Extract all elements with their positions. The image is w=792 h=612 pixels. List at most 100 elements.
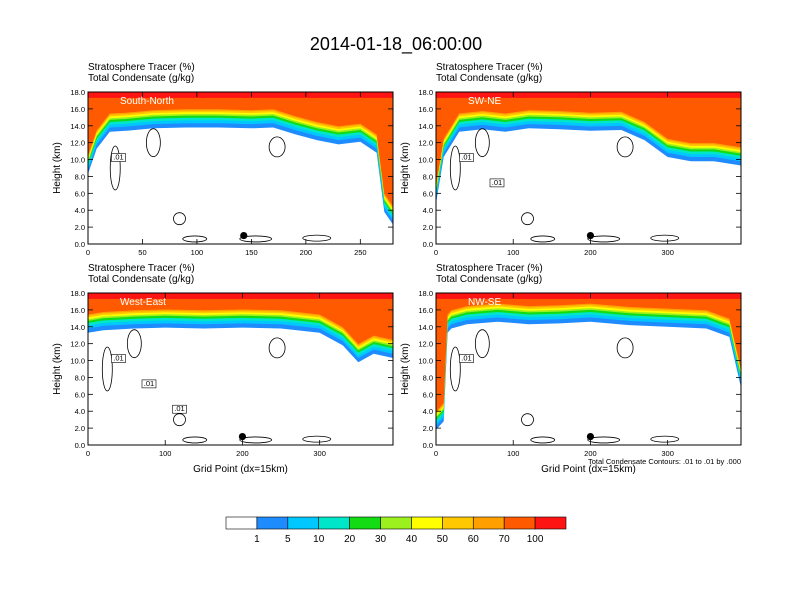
colorbar-box-2 [256, 516, 289, 530]
tracer-top-band [88, 293, 393, 299]
y-tick-label: 14.0 [418, 323, 433, 332]
condensate-contour-1 [101, 346, 113, 392]
x-tick-label: 0 [86, 449, 90, 458]
y-tick-label: 14.0 [70, 122, 85, 131]
condensate-contour-1 [109, 145, 121, 191]
condensate-contour-7 [173, 212, 186, 226]
contour-label-box [111, 153, 126, 162]
y-tick-label: 0.0 [423, 441, 433, 450]
x-axis-label: Grid Point (dx=15km) [193, 464, 288, 475]
panel-2: .01 .01 SW-NE Stratosphere Tracer (%)Total … [400, 62, 742, 257]
y-tick-label: 2.0 [75, 223, 85, 232]
header-line1: Stratosphere Tracer (%) [436, 62, 543, 73]
colorbar-box-8 [442, 516, 474, 530]
x-tick-label: 50 [138, 248, 146, 257]
contour-label-box [459, 153, 474, 162]
plot-frame [435, 91, 742, 245]
x-tick-label: 100 [507, 449, 520, 458]
panel-label: SW-NE [468, 96, 501, 107]
colorbar-label: 30 [375, 534, 387, 545]
x-axis-label: Grid Point (dx=15km) [541, 464, 636, 475]
y-tick-label: 10.0 [418, 357, 433, 366]
contour-label-box [459, 354, 474, 363]
panel-3: .01 .01 .01 West-East Stratosphere Tracer (%… [52, 263, 394, 475]
y-tick-label: 10.0 [70, 357, 85, 366]
tracer-top-band [88, 92, 393, 98]
colorbar-label: 5 [285, 534, 291, 545]
y-tick-label: 14.0 [418, 122, 433, 131]
y-tick-label: 6.0 [423, 390, 433, 399]
x-tick-label: 100 [159, 449, 172, 458]
x-tick-label: 300 [313, 449, 326, 458]
colorbar-label: 50 [437, 534, 449, 545]
y-tick-label: 14.0 [70, 323, 85, 332]
plot-area: .01 .01 SW-NE [436, 92, 741, 244]
location-marker [586, 432, 595, 441]
y-tick-label: 8.0 [75, 373, 85, 382]
colorbar-label: 60 [468, 534, 480, 545]
contour-label-box [489, 178, 505, 188]
y-axis-label: Height (km) [400, 142, 411, 194]
colorbar-label: 100 [527, 534, 544, 545]
y-tick-label: 8.0 [423, 373, 433, 382]
tracer-band-9 [88, 293, 393, 345]
y-tick-label: 8.0 [423, 172, 433, 181]
condensate-contour-7 [521, 212, 534, 226]
condensate-contour-3 [530, 235, 556, 243]
condensate-contour-6 [616, 136, 634, 158]
condensate-contour-5 [650, 234, 680, 242]
y-tick-label: 4.0 [75, 206, 85, 215]
condensate-contour-6 [616, 337, 634, 359]
y-tick-label: 4.0 [75, 407, 85, 416]
y-tick-label: 16.0 [70, 105, 85, 114]
plot-frame [435, 292, 742, 446]
plot-area: .01 .01 .01 West-East [88, 293, 393, 445]
y-tick-label: 16.0 [418, 306, 433, 315]
header-line1: Stratosphere Tracer (%) [88, 62, 195, 73]
y-tick-label: 6.0 [423, 189, 433, 198]
contour-label: .01 [144, 379, 154, 388]
colorbar-box-5 [349, 516, 381, 530]
plot-frame [87, 292, 394, 446]
colorbar-box-9 [472, 516, 505, 530]
tracer-top-band [436, 92, 741, 98]
tracer-band-9 [88, 92, 393, 207]
location-marker [240, 231, 248, 240]
colorbar-box-11 [534, 516, 567, 530]
y-tick-label: 2.0 [423, 424, 433, 433]
y-tick-label: 18.0 [418, 289, 433, 298]
y-tick-label: 12.0 [70, 139, 85, 148]
y-tick-label: 6.0 [75, 189, 85, 198]
contour-label: .01 [461, 354, 471, 363]
y-tick-label: 0.0 [75, 441, 85, 450]
colorbar-label: 1 [254, 534, 260, 545]
x-tick-label: 250 [354, 248, 367, 257]
condensate-contour-3 [530, 436, 556, 444]
y-tick-label: 18.0 [70, 88, 85, 97]
y-axis-label: Height (km) [400, 343, 411, 395]
x-tick-label: 0 [86, 248, 90, 257]
condensate-contour-5 [302, 234, 332, 242]
plot-area: .01 NW-SE [436, 293, 741, 445]
contour-note: Total Condensate Contours: .01 to .01 by… [588, 457, 741, 466]
colorbar: 1 5 10 20 30 40 50 60 70 100 [225, 516, 567, 545]
x-tick-label: 200 [300, 248, 313, 257]
x-tick-label: 100 [191, 248, 204, 257]
panel-1: .01 South-North Stratosphere Tracer (%)Tot… [52, 62, 394, 257]
condensate-contour-1 [449, 145, 461, 191]
condensate-contour-4 [587, 436, 621, 444]
x-tick-label: 200 [236, 449, 249, 458]
colorbar-box-1 [225, 516, 258, 530]
y-tick-label: 10.0 [70, 156, 85, 165]
condensate-contour-3 [182, 235, 208, 243]
contour-label: .01 [113, 153, 123, 162]
colorbar-label: 40 [406, 534, 418, 545]
header-line1: Stratosphere Tracer (%) [88, 263, 195, 274]
x-tick-label: 200 [584, 449, 597, 458]
condensate-contour-2 [474, 329, 490, 359]
tracer-band-9 [436, 293, 741, 412]
x-tick-label: 200 [584, 248, 597, 257]
